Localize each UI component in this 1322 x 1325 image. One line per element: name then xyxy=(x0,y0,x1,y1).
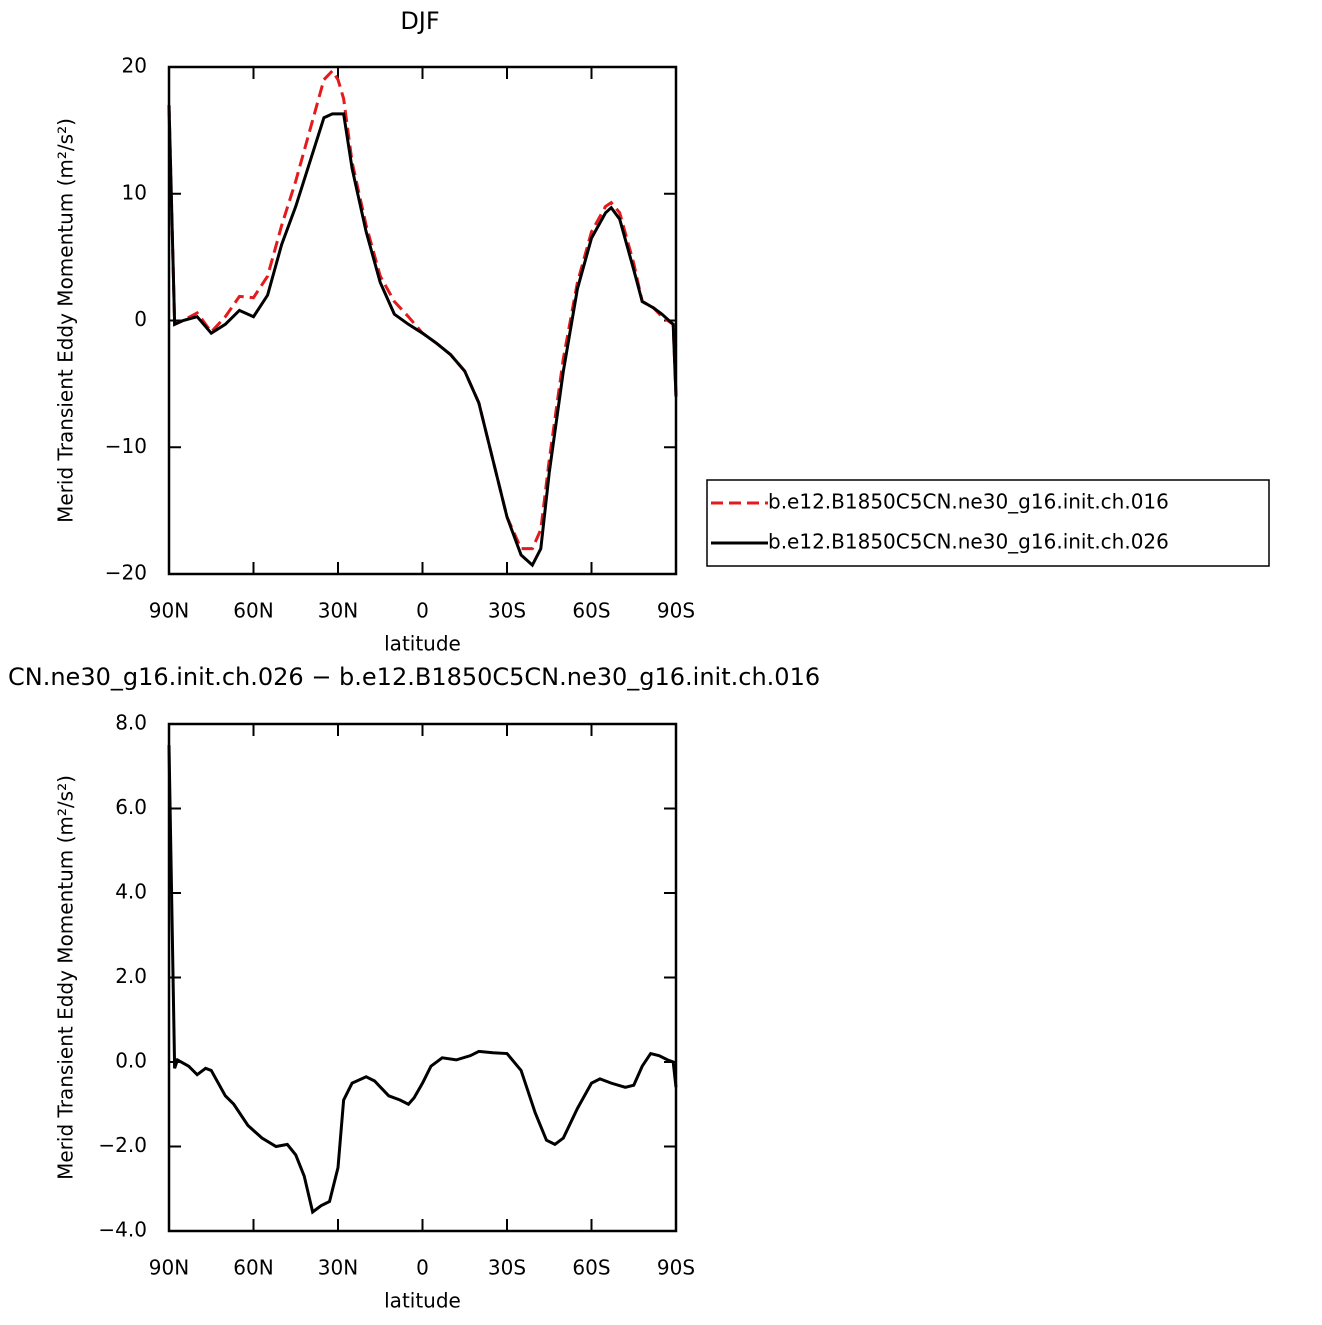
x-tick-label: 60N xyxy=(233,1256,273,1280)
data-line xyxy=(167,68,678,551)
x-axis-label: latitude xyxy=(384,632,461,656)
y-tick-label: −4.0 xyxy=(98,1218,147,1242)
plot-frame xyxy=(167,65,678,576)
y-axis-label: Merid Transient Eddy Momentum (m²/s²) xyxy=(54,118,78,523)
y-tick-label: 0.0 xyxy=(115,1049,147,1073)
y-tick-label: 4.0 xyxy=(115,880,147,904)
y-axis-label: Merid Transient Eddy Momentum (m²/s²) xyxy=(54,775,78,1180)
x-tick-label: 90S xyxy=(657,599,695,623)
data-line xyxy=(167,745,678,1215)
chart-title: CN.ne30_g16.init.ch.026 − b.e12.B1850C5C… xyxy=(8,663,820,691)
x-tick-label: 90S xyxy=(657,1256,695,1280)
legend-box xyxy=(706,479,1270,567)
x-tick-label: 0 xyxy=(416,599,429,623)
legend-label: b.e12.B1850C5CN.ne30_g16.init.ch.016 xyxy=(768,490,1169,514)
x-tick-label: 0 xyxy=(416,1256,429,1280)
x-tick-label: 90N xyxy=(149,1256,189,1280)
x-tick-label: 30N xyxy=(318,1256,358,1280)
plot-frame xyxy=(167,722,678,1233)
legend-label: b.e12.B1850C5CN.ne30_g16.init.ch.026 xyxy=(768,530,1169,554)
x-tick-label: 60N xyxy=(233,599,273,623)
y-tick-label: 8.0 xyxy=(115,711,147,735)
y-tick-label: 20 xyxy=(122,54,147,78)
y-tick-label: 2.0 xyxy=(115,964,147,988)
y-tick-label: 0 xyxy=(134,307,147,331)
x-tick-label: 30S xyxy=(488,1256,526,1280)
x-tick-label: 60S xyxy=(572,599,610,623)
y-tick-label: 10 xyxy=(122,180,147,204)
y-tick-label: −10 xyxy=(105,434,147,458)
y-tick-label: 6.0 xyxy=(115,795,147,819)
chart-title: DJF xyxy=(400,7,439,35)
x-axis-label: latitude xyxy=(384,1289,461,1313)
x-tick-label: 90N xyxy=(149,599,189,623)
x-tick-label: 60S xyxy=(572,1256,610,1280)
y-tick-label: −20 xyxy=(105,561,147,585)
x-tick-label: 30S xyxy=(488,599,526,623)
x-tick-label: 30N xyxy=(318,599,358,623)
y-tick-label: −2.0 xyxy=(98,1133,147,1157)
data-line xyxy=(167,104,678,568)
